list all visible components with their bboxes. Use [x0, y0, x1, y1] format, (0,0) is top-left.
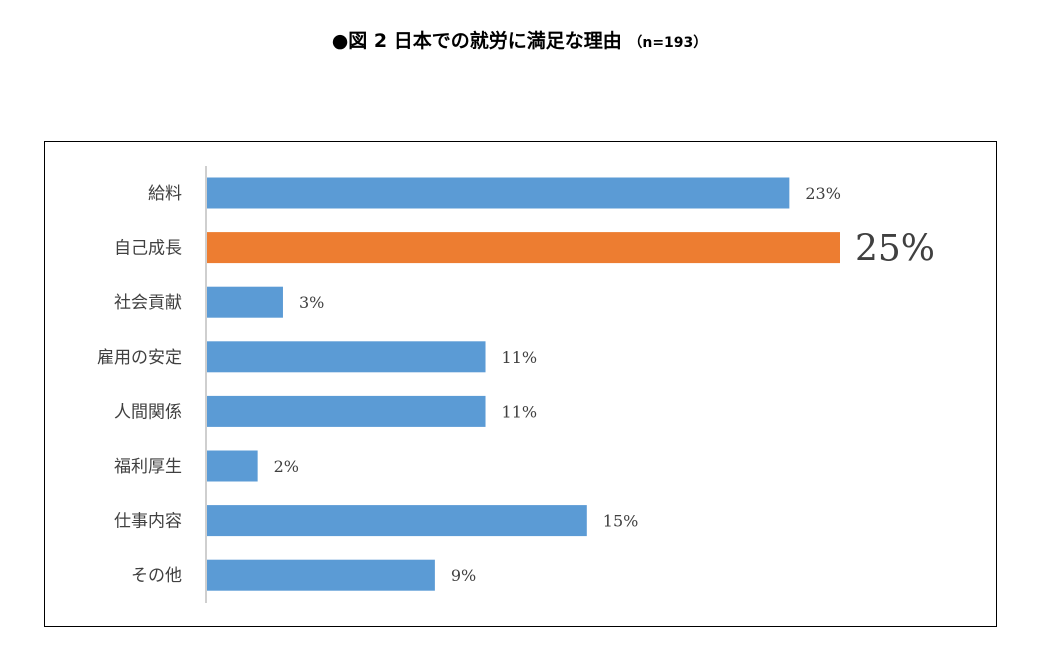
value-label-2: 3% — [299, 293, 324, 312]
value-label-7: 9% — [451, 566, 476, 585]
bar-4 — [207, 395, 486, 427]
category-label-4: 人間関係 — [114, 402, 182, 422]
bar-5 — [207, 450, 258, 482]
value-label-5: 2% — [274, 457, 299, 476]
value-label-1: 25% — [855, 229, 935, 270]
category-label-6: 仕事内容 — [114, 512, 182, 532]
value-label-4: 11% — [502, 402, 538, 421]
bar-2 — [207, 286, 283, 318]
value-label-6: 15% — [603, 512, 639, 531]
category-label-2: 社会貢献 — [114, 293, 182, 313]
chart-frame — [44, 141, 997, 627]
bar-7 — [207, 559, 435, 591]
bar-1 — [207, 232, 840, 264]
category-label-7: その他 — [131, 566, 182, 586]
category-label-1: 自己成長 — [114, 239, 182, 259]
category-label-5: 福利厚生 — [114, 457, 182, 477]
bar-6 — [207, 505, 587, 537]
bar-3 — [207, 341, 486, 373]
category-label-0: 給料 — [148, 184, 182, 204]
chart-title: ●図 2 日本での就労に満足な理由 （n=193） — [0, 26, 1039, 53]
bar-0 — [207, 177, 790, 209]
value-label-0: 23% — [805, 184, 841, 203]
chart-title-main: ●図 2 日本での就労に満足な理由 — [331, 30, 622, 52]
chart-sample-size: （n=193） — [628, 35, 708, 51]
category-label-3: 雇用の安定 — [97, 348, 182, 368]
value-label-3: 11% — [502, 348, 538, 367]
